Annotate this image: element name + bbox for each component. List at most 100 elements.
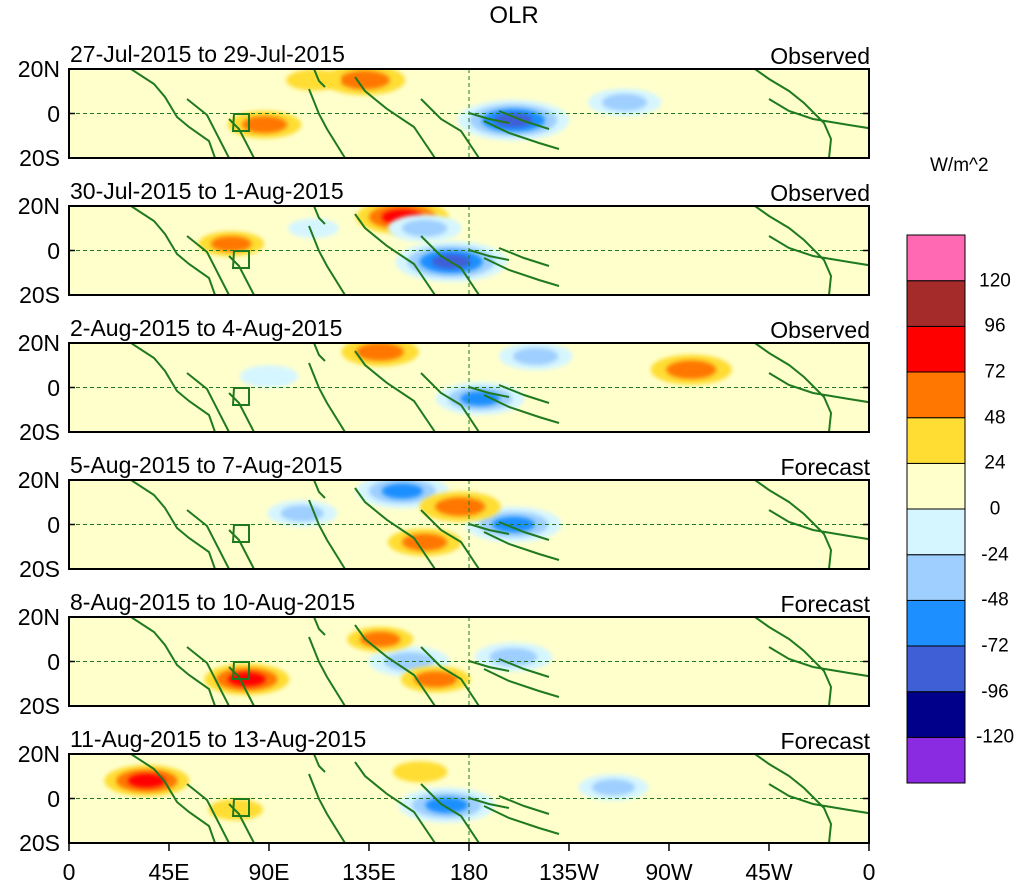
coastline bbox=[354, 761, 436, 843]
colorbar-label: 0 bbox=[989, 498, 1001, 520]
colorbar-label: -96 bbox=[981, 681, 1009, 703]
colorbar-swatch bbox=[906, 371, 966, 419]
colorbar-label: -48 bbox=[981, 589, 1009, 611]
panel-date-range: 5-Aug-2015 to 7-Aug-2015 bbox=[70, 452, 343, 478]
coastline bbox=[754, 343, 833, 432]
anomaly-contour bbox=[127, 773, 166, 788]
coastline bbox=[498, 658, 550, 678]
panel-field bbox=[104, 761, 649, 823]
coastline bbox=[313, 343, 326, 362]
coastline bbox=[354, 624, 436, 706]
lon-label: 135E bbox=[342, 859, 396, 885]
coastline bbox=[308, 636, 346, 706]
chart-title: OLR bbox=[489, 2, 539, 29]
colorbar-swatch bbox=[906, 599, 966, 647]
colorbar-label: 120 bbox=[979, 270, 1011, 292]
lon-label: 135W bbox=[538, 859, 600, 885]
lon-label: 90W bbox=[645, 859, 693, 885]
coastline bbox=[313, 206, 326, 225]
anomaly-contour bbox=[288, 218, 339, 239]
coastlines bbox=[130, 69, 938, 158]
panel-kind-label: Observed bbox=[770, 180, 870, 206]
coastline bbox=[354, 76, 436, 158]
colorbar-swatch bbox=[906, 325, 966, 373]
coastline bbox=[483, 668, 560, 698]
panel-kind-label: Forecast bbox=[780, 454, 870, 480]
coastline bbox=[308, 88, 346, 158]
lon-label: 45E bbox=[148, 859, 190, 885]
panel-kind-label: Forecast bbox=[780, 728, 870, 754]
lat-label: 20N bbox=[17, 604, 60, 630]
anomaly-contour bbox=[402, 533, 448, 551]
coastline bbox=[228, 803, 255, 843]
anomaly-contour bbox=[489, 648, 538, 666]
anomaly-contour bbox=[666, 360, 717, 380]
coastline bbox=[468, 523, 510, 535]
coastline bbox=[308, 499, 346, 569]
colorbar-swatch bbox=[906, 508, 966, 556]
anomaly-contour bbox=[494, 113, 533, 128]
panel-kind-label: Forecast bbox=[780, 591, 870, 617]
lat-label: 20N bbox=[17, 193, 60, 219]
lon-label: 0 bbox=[862, 859, 876, 885]
coastline bbox=[483, 394, 560, 424]
coastline bbox=[468, 386, 510, 398]
colorbar-label: -72 bbox=[981, 635, 1009, 657]
anomaly-contour bbox=[356, 343, 404, 361]
anomaly-contour bbox=[414, 671, 458, 688]
coastline bbox=[754, 69, 833, 158]
anomaly-contour bbox=[402, 219, 448, 237]
lat-label: 20S bbox=[19, 556, 60, 582]
coastline bbox=[889, 69, 938, 105]
coastline bbox=[354, 487, 436, 569]
lat-label: 20S bbox=[19, 419, 60, 445]
coastline bbox=[420, 509, 480, 569]
anomaly-contour bbox=[239, 365, 299, 388]
coastline bbox=[768, 372, 869, 404]
anomaly-contour bbox=[286, 69, 341, 91]
coastline bbox=[468, 249, 510, 261]
anomaly-contour bbox=[460, 391, 500, 406]
colorbar-swatch bbox=[906, 554, 966, 601]
coastline bbox=[130, 617, 216, 706]
colorbar-label: 24 bbox=[984, 452, 1006, 474]
coastline bbox=[308, 773, 346, 843]
colorbar-swatch bbox=[906, 645, 966, 693]
lat-label: 20S bbox=[19, 830, 60, 856]
coastline bbox=[308, 225, 346, 295]
lat-label: 20N bbox=[17, 56, 60, 82]
coastline bbox=[130, 480, 216, 569]
coastline bbox=[130, 69, 216, 158]
coastline bbox=[754, 617, 833, 706]
coastline bbox=[768, 98, 869, 130]
coastline bbox=[420, 646, 480, 706]
coastline bbox=[228, 666, 255, 706]
anomaly-contour bbox=[513, 347, 559, 365]
colorbar-swatch bbox=[906, 691, 966, 738]
anomaly-contour bbox=[392, 761, 448, 783]
coastline bbox=[228, 118, 255, 158]
coastline bbox=[186, 98, 230, 158]
lon-label: 0 bbox=[62, 859, 76, 885]
coastline bbox=[483, 531, 560, 561]
coastline bbox=[754, 206, 833, 295]
anomaly-contour bbox=[339, 70, 390, 90]
coastline bbox=[754, 754, 833, 843]
coastline bbox=[468, 797, 510, 809]
coastline bbox=[228, 392, 255, 432]
coastline bbox=[498, 384, 550, 404]
coastline bbox=[313, 617, 326, 636]
panel-date-range: 27-Jul-2015 to 29-Jul-2015 bbox=[70, 41, 345, 67]
coastlines bbox=[130, 617, 869, 706]
coastline bbox=[130, 754, 216, 843]
panel-field bbox=[198, 206, 508, 282]
coastline bbox=[483, 805, 560, 835]
panel-date-range: 30-Jul-2015 to 1-Aug-2015 bbox=[70, 178, 344, 204]
coastline bbox=[186, 235, 230, 295]
lon-label: 180 bbox=[449, 859, 489, 885]
colorbar-label: -120 bbox=[975, 726, 1015, 748]
lat-label: 20S bbox=[19, 282, 60, 308]
anomaly-contour bbox=[425, 797, 469, 814]
lon-label: 90E bbox=[248, 859, 290, 885]
